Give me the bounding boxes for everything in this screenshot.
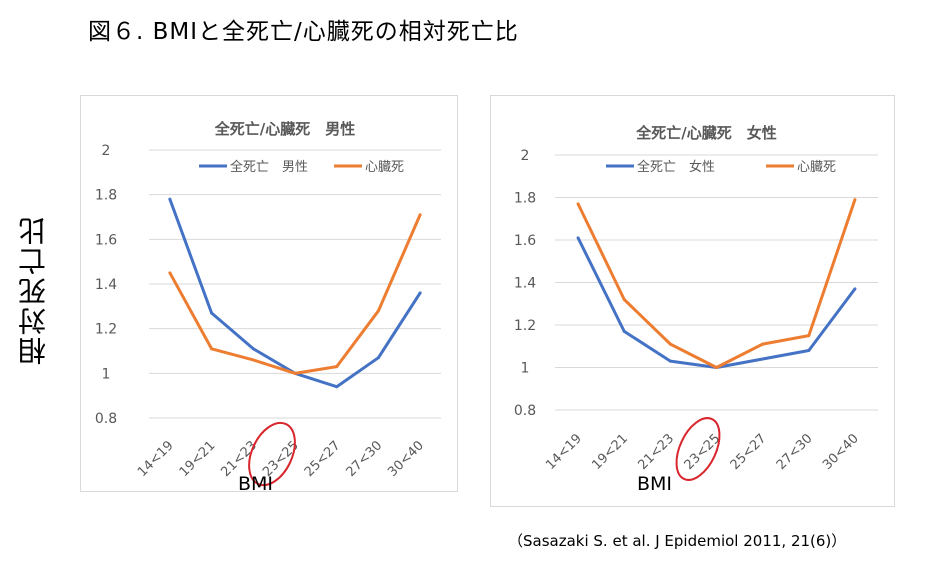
citation: （Sasazaki S. et al. J Epidemiol 2011, 21…	[508, 532, 847, 550]
x-axis-title: BMI	[637, 473, 673, 495]
data-point	[576, 202, 580, 206]
data-point	[853, 198, 857, 202]
data-point	[376, 309, 380, 313]
data-point	[418, 291, 422, 295]
data-point	[210, 347, 214, 351]
y-tick-label: 1.6	[95, 232, 117, 248]
x-tick-label: 27<30	[344, 438, 386, 480]
data-point	[293, 371, 297, 375]
y-tick-label: 1.8	[514, 191, 536, 207]
data-point	[622, 329, 626, 333]
x-tick-label: 14<19	[135, 438, 177, 480]
y-tick-label: 1.8	[95, 188, 117, 204]
series-line	[576, 237, 857, 369]
x-tick-label: 19<21	[177, 438, 219, 480]
data-point	[761, 357, 765, 361]
data-point	[622, 298, 626, 301]
y-tick-label: 1.2	[95, 322, 117, 338]
y-axis-title: 相対死亡比	[17, 215, 50, 365]
x-tick-label: 19<21	[589, 431, 631, 473]
figure-title: 図６. BMIと全死亡/心臓死の相対死亡比	[88, 19, 519, 45]
data-point	[376, 356, 380, 360]
y-tick-label: 0.8	[514, 403, 536, 419]
x-axis-title: BMI	[238, 473, 274, 495]
data-point	[418, 213, 422, 217]
x-tick-label: 21<23	[635, 431, 677, 473]
y-tick-label: 1.2	[514, 318, 536, 334]
highlight-ellipse	[248, 421, 296, 487]
data-point	[168, 271, 172, 275]
data-point	[335, 385, 339, 389]
x-tick-label: 27<30	[774, 431, 816, 473]
y-tick-label: 2	[521, 148, 530, 164]
legend-label: 心臓死	[797, 160, 836, 175]
data-point	[251, 347, 255, 351]
data-point	[807, 349, 811, 352]
data-point	[853, 287, 857, 291]
data-point	[668, 359, 672, 363]
y-tick-label: 2	[102, 143, 111, 159]
legend-label: 全死亡 女性	[637, 159, 715, 175]
y-tick-label: 1.4	[95, 277, 117, 293]
data-point	[335, 365, 339, 369]
chart-panel-female: 2 1.8 1.6 1.4 1.2 1 0.8 全死亡/心臓死 女性 全死亡 女性 心臓死 14<1…	[490, 95, 895, 507]
y-tick-label: 0.8	[95, 411, 117, 427]
x-tick-label: 25<27	[728, 431, 770, 473]
highlight-ellipse	[675, 417, 721, 481]
legend-label: 心臓死	[365, 160, 404, 175]
y-tick-label: 1.4	[514, 276, 536, 292]
chart-title: 全死亡/心臓死 男性	[214, 120, 355, 138]
data-point	[210, 311, 214, 315]
x-tick-label: 30<40	[820, 431, 862, 473]
legend-label: 全死亡 男性	[230, 159, 308, 175]
chart-title: 全死亡/心臓死 女性	[635, 124, 776, 142]
series-line	[168, 198, 422, 389]
x-tick-label: 14<19	[543, 431, 585, 473]
data-point	[807, 334, 811, 338]
x-tick-label: 25<27	[302, 438, 344, 480]
chart-panel-male: 2 1.8 1.6 1.4 1.2 1 0.8 全死亡/心臓死 男性全死亡 男性 心臓死 14<1…	[80, 95, 458, 495]
data-point	[251, 358, 255, 362]
y-tick-label: 1.6	[514, 233, 536, 249]
data-point	[715, 366, 718, 369]
x-tick-label: 30<40	[385, 438, 427, 480]
data-point	[168, 197, 172, 201]
data-point	[761, 342, 765, 346]
y-tick-label: 1	[102, 366, 111, 382]
y-tick-label: 1	[521, 361, 530, 377]
data-point	[668, 342, 672, 346]
data-point	[576, 236, 580, 240]
